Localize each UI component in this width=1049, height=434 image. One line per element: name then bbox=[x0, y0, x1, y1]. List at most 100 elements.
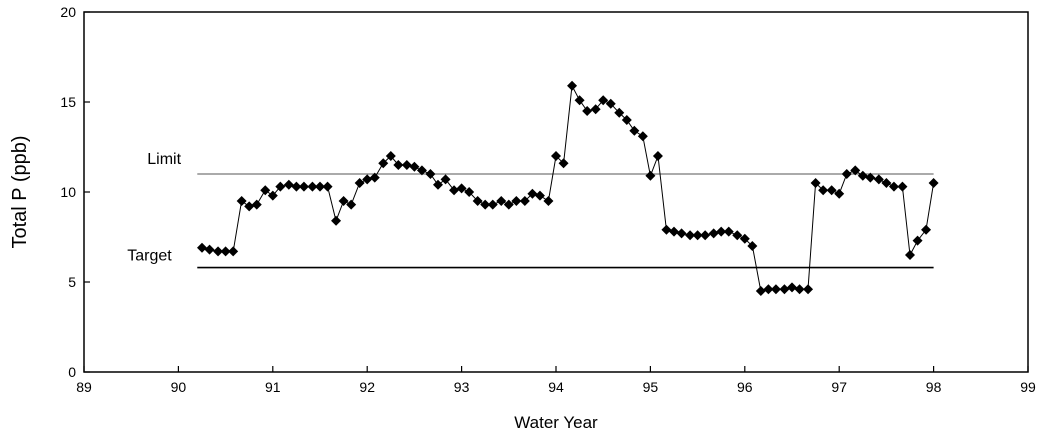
data-point bbox=[480, 199, 491, 210]
data-point bbox=[590, 104, 601, 115]
data-point bbox=[857, 170, 868, 181]
data-point bbox=[755, 286, 766, 296]
data-point bbox=[803, 284, 814, 295]
data-point bbox=[770, 284, 781, 295]
data-point bbox=[338, 196, 349, 206]
data-point bbox=[614, 107, 625, 118]
data-point bbox=[708, 228, 719, 239]
data-point bbox=[818, 185, 829, 196]
data-point bbox=[582, 106, 593, 116]
data-point bbox=[574, 95, 585, 106]
data-point bbox=[503, 199, 514, 210]
x-tick-label: 94 bbox=[548, 379, 564, 395]
data-point bbox=[331, 215, 342, 226]
data-point bbox=[669, 226, 679, 237]
data-point bbox=[362, 174, 373, 185]
data-point bbox=[605, 98, 616, 109]
data-point bbox=[739, 233, 750, 244]
data-point bbox=[464, 187, 475, 197]
data-point bbox=[787, 282, 797, 293]
data-point bbox=[449, 185, 460, 196]
data-point bbox=[511, 196, 522, 206]
data-point bbox=[685, 230, 696, 241]
data-point bbox=[928, 178, 939, 188]
data-point bbox=[393, 160, 404, 170]
data-point bbox=[197, 242, 207, 253]
data-point bbox=[645, 170, 656, 181]
x-tick-label: 90 bbox=[171, 379, 187, 395]
data-point bbox=[841, 169, 852, 179]
data-point bbox=[873, 174, 884, 185]
data-point bbox=[850, 165, 861, 176]
y-tick-label: 0 bbox=[68, 364, 76, 380]
data-point bbox=[204, 244, 215, 255]
data-point bbox=[621, 115, 632, 125]
data-point bbox=[440, 174, 451, 185]
data-point bbox=[416, 165, 427, 176]
data-point bbox=[723, 226, 734, 237]
data-point bbox=[472, 196, 483, 206]
data-point bbox=[275, 181, 286, 192]
limit-label: Limit bbox=[147, 151, 181, 168]
data-point bbox=[912, 235, 923, 246]
data-point bbox=[315, 181, 325, 192]
x-tick-label: 89 bbox=[76, 379, 92, 395]
data-point bbox=[401, 160, 412, 170]
target-label: Target bbox=[127, 248, 172, 265]
data-point bbox=[543, 196, 554, 206]
y-tick-label: 5 bbox=[68, 274, 76, 290]
data-point bbox=[487, 199, 498, 210]
data-point bbox=[425, 169, 436, 179]
x-tick-label: 95 bbox=[643, 379, 659, 395]
data-point bbox=[905, 250, 915, 260]
data-point bbox=[378, 158, 389, 169]
data-point bbox=[652, 151, 663, 161]
y-tick-label: 15 bbox=[60, 94, 76, 110]
data-point bbox=[298, 181, 309, 192]
data-point bbox=[283, 179, 294, 190]
data-point bbox=[598, 95, 609, 106]
data-point bbox=[888, 181, 899, 192]
data-point bbox=[810, 178, 821, 188]
data-point bbox=[629, 125, 640, 136]
data-point bbox=[307, 181, 318, 192]
data-point bbox=[260, 185, 271, 196]
data-point bbox=[213, 246, 224, 257]
data-point bbox=[385, 151, 396, 161]
data-point bbox=[456, 183, 467, 194]
data-point bbox=[228, 246, 239, 257]
data-point bbox=[897, 181, 908, 192]
data-point bbox=[409, 161, 420, 172]
data-series bbox=[197, 80, 939, 296]
y-tick-label: 10 bbox=[60, 184, 76, 200]
data-point bbox=[551, 151, 561, 161]
x-tick-label: 98 bbox=[926, 379, 942, 395]
data-point bbox=[661, 224, 672, 235]
data-point bbox=[251, 199, 262, 210]
data-point bbox=[558, 158, 569, 169]
data-point bbox=[676, 228, 687, 239]
data-point bbox=[346, 199, 357, 210]
data-point bbox=[779, 284, 790, 295]
data-point bbox=[865, 172, 876, 183]
data-point bbox=[716, 226, 727, 237]
data-point bbox=[747, 241, 758, 251]
data-point bbox=[881, 178, 892, 188]
data-point bbox=[763, 284, 774, 295]
data-point bbox=[794, 284, 805, 295]
y-tick-label: 20 bbox=[60, 4, 76, 20]
data-point bbox=[244, 201, 255, 212]
data-point bbox=[220, 246, 231, 257]
plot-frame bbox=[83, 11, 1029, 373]
data-point bbox=[527, 188, 538, 199]
data-point bbox=[236, 196, 247, 206]
x-axis-title: Water Year bbox=[514, 413, 598, 432]
data-point bbox=[322, 181, 333, 192]
data-point bbox=[567, 80, 578, 91]
x-tick-label: 97 bbox=[831, 379, 847, 395]
data-point bbox=[267, 190, 278, 201]
data-point bbox=[369, 172, 380, 183]
data-point bbox=[700, 230, 711, 241]
x-tick-label: 91 bbox=[265, 379, 281, 395]
